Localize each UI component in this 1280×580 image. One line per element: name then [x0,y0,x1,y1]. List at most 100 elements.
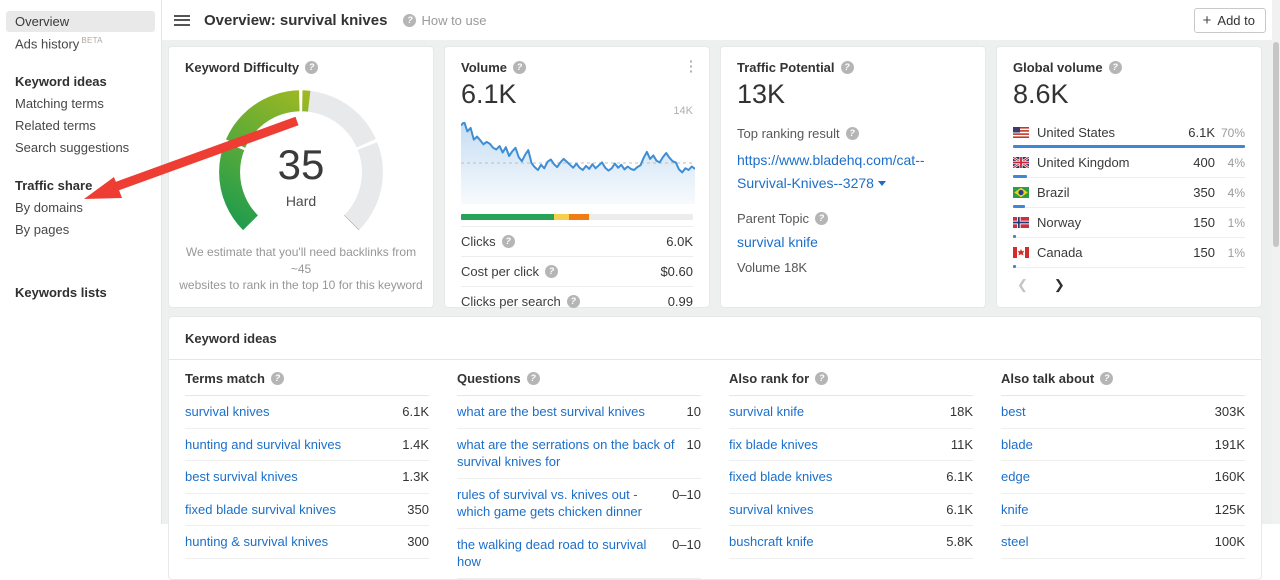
keyword-link[interactable]: steel [1001,533,1038,551]
keyword-volume: 18K [950,403,973,421]
help-icon [403,14,416,27]
help-icon[interactable] [271,372,284,385]
column-header-label: Terms match [185,371,265,386]
keyword-link[interactable]: the walking dead road to survival how [457,536,672,571]
help-icon[interactable] [527,372,540,385]
keyword-link[interactable]: edge [1001,468,1040,486]
page-scrollbar[interactable] [1272,0,1280,524]
help-icon[interactable] [305,61,318,74]
keyword-link[interactable]: what are the serrations on the back of s… [457,436,687,471]
country-percent: 70% [1215,126,1245,140]
keyword-link[interactable]: survival knives [185,403,280,421]
sidebar-section-traffic-share: Traffic share [0,175,161,196]
keyword-volume: 0–10 [672,536,701,554]
volume-stat-rows: Clicks 6.0K Cost per click $0.60 Clicks per … [461,226,693,316]
volume-trend-svg [461,122,695,204]
volume-title: Volume [461,60,507,75]
keyword-column-questions: Questionswhat are the best survival kniv… [457,360,701,579]
country-volume: 150 [1177,245,1215,260]
stat-label: Cost per click [461,264,558,279]
keyword-link[interactable]: survival knife [729,403,814,421]
stat-value: 6.0K [666,234,693,249]
help-icon[interactable] [545,265,558,278]
stat-row-clicks-per-search: Clicks per search0.99 [461,286,693,316]
keyword-link[interactable]: blade [1001,436,1043,454]
sidebar-item-matching-terms[interactable]: Matching terms [6,93,155,114]
ca-flag-icon [1013,247,1029,258]
sidebar-item-search-suggestions[interactable]: Search suggestions [6,137,155,158]
kebab-menu-icon[interactable] [683,57,699,75]
top-ranking-label: Top ranking result [737,126,840,141]
sidebar-item-by-domains[interactable]: By domains [6,197,155,218]
help-icon[interactable] [567,295,580,308]
scrollbar-thumb[interactable] [1273,42,1279,247]
help-icon[interactable] [815,212,828,225]
bar-segment-no-clicks [589,214,693,220]
keyword-link[interactable]: survival knives [729,501,824,519]
sidebar-item-related-terms[interactable]: Related terms [6,115,155,136]
stat-label: Clicks [461,234,515,249]
gb-flag-icon [1013,157,1029,168]
parent-topic-link[interactable]: survival knife [737,234,818,250]
sidebar-section-keyword-ideas: Keyword ideas [0,71,161,92]
country-pager [1013,277,1245,293]
country-volume: 350 [1177,185,1215,200]
column-header-also-talk-about: Also talk about [1001,360,1245,396]
top-ranking-url-link[interactable]: https://www.bladehq.com/cat--Survival-Kn… [737,152,925,191]
help-icon[interactable] [815,372,828,385]
stat-row-clicks: Clicks 6.0K [461,226,693,256]
help-icon[interactable] [1100,372,1113,385]
pager-next-icon[interactable] [1054,277,1065,293]
help-icon[interactable] [502,235,515,248]
keyword-link[interactable]: hunting and survival knives [185,436,351,454]
hamburger-menu-icon[interactable] [174,15,190,26]
keyword-ideas-title: Keyword ideas [185,331,1245,359]
add-to-button[interactable]: Add to [1194,8,1266,33]
stat-label: Clicks per search [461,294,580,309]
keyword-column-also-talk-about: Also talk aboutbest303Kblade191Kedge160K… [1001,360,1245,579]
help-icon[interactable] [513,61,526,74]
chevron-down-icon[interactable] [878,181,886,186]
pager-prev-icon[interactable] [1017,277,1028,293]
keyword-link[interactable]: fixed blade knives [729,468,842,486]
stat-row-cost-per-click: Cost per click $0.60 [461,256,693,286]
keyword-link[interactable]: knife [1001,501,1038,519]
kd-rating-label: Hard [203,193,399,209]
keyword-link[interactable]: best [1001,403,1036,421]
sidebar-item-overview[interactable]: Overview [6,11,155,32]
how-to-use-link[interactable]: How to use [403,13,486,28]
keyword-volume: 160K [1215,468,1245,486]
keyword-link[interactable]: best survival knives [185,468,308,486]
keyword-link[interactable]: hunting & survival knives [185,533,338,551]
help-icon[interactable] [846,127,859,140]
keyword-link[interactable]: bushcraft knife [729,533,824,551]
country-share-bar [1013,265,1016,268]
keyword-volume: 1.4K [402,436,429,454]
keyword-link[interactable]: rules of survival vs. knives out - which… [457,486,672,521]
help-icon[interactable] [1109,61,1122,74]
global-volume-value: 8.6K [1013,79,1245,110]
parent-topic-label: Parent Topic [737,211,809,226]
keyword-link[interactable]: fixed blade survival knives [185,501,346,519]
keyword-row: rules of survival vs. knives out - which… [457,479,701,529]
keyword-link[interactable]: what are the best survival knives [457,403,655,421]
stat-value: $0.60 [660,264,693,279]
bar-segment-paid-clicks [554,214,569,220]
country-percent: 4% [1215,186,1245,200]
keyword-link[interactable]: fix blade knives [729,436,828,454]
help-icon[interactable] [841,61,854,74]
sidebar-item-by-pages[interactable]: By pages [6,219,155,240]
